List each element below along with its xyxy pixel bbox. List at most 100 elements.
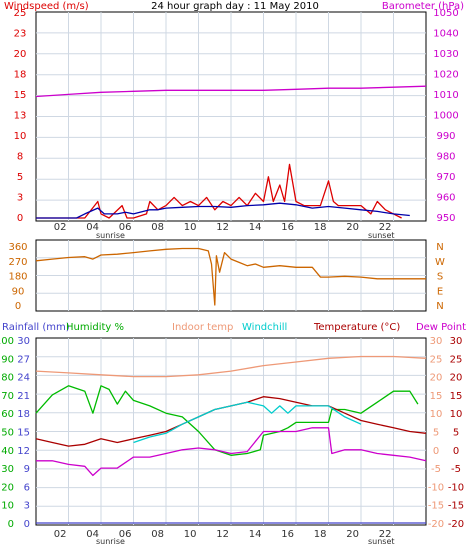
rainfall-tick-0: 30	[17, 336, 30, 347]
p1-xtick-20: 20	[346, 222, 359, 233]
temperature-tick-0: 30	[450, 336, 463, 347]
barometer-tick-1: 1040	[433, 29, 458, 40]
p1-xtick-06: 06	[119, 222, 132, 233]
sunrise-label-top: sunrise	[96, 231, 125, 240]
series-windchill	[133, 401, 362, 444]
barometer-tick-2: 1030	[433, 49, 458, 60]
indoor-temp-tick-6: 0	[433, 446, 439, 457]
temperature-tick-4: 10	[450, 409, 463, 420]
p3-xtick-08: 08	[151, 529, 164, 540]
windspeed-tick-8: 5	[17, 172, 23, 183]
temperature-axis-label: Temperature (°C)	[313, 322, 400, 333]
p1-xtick-16: 16	[281, 222, 294, 233]
windspeed-tick-5: 13	[14, 111, 27, 122]
windspeed-tick-6: 10	[14, 131, 27, 142]
humidity-tick-0: 100	[0, 336, 14, 347]
humidity-axis-label: Humidity %	[66, 322, 124, 333]
rainfall-tick-5: 15	[17, 428, 30, 439]
temperature-tick-1: 25	[450, 354, 463, 365]
temperature-tick-5: 5	[453, 428, 459, 439]
series-indoor-temp	[35, 355, 427, 378]
compass-tick-4: N	[436, 301, 443, 312]
series-humidity	[35, 385, 419, 456]
p1-xtick-12: 12	[216, 222, 229, 233]
humidity-tick-3: 70	[1, 391, 14, 402]
p1-xtick-02: 02	[54, 222, 67, 233]
windspeed-axis-label: Windspeed (m/s)	[4, 1, 89, 12]
temperature-tick-2: 20	[450, 373, 463, 384]
p3-xtick-22: 22	[379, 529, 392, 540]
p3-xtick-02: 02	[54, 529, 67, 540]
humidity-tick-1: 90	[1, 354, 14, 365]
humidity-tick-4: 60	[1, 409, 14, 420]
temperature-tick-9: -15	[448, 501, 464, 512]
direction-tick-0: 360	[8, 242, 27, 253]
windspeed-tick-3: 18	[14, 70, 27, 81]
humidity-tick-9: 10	[1, 501, 14, 512]
indoor-temp-tick-8: -10	[428, 482, 444, 493]
indoor-temp-tick-3: 15	[430, 391, 443, 402]
rainfall-tick-3: 21	[17, 391, 30, 402]
rainfall-tick-9: 3	[24, 501, 30, 512]
temperature-tick-8: -10	[448, 482, 464, 493]
temperature-tick-10: -20	[448, 519, 464, 530]
temperature-tick-3: 15	[450, 391, 463, 402]
barometer-tick-0: 1050	[433, 8, 458, 19]
p1-xtick-10: 10	[184, 222, 197, 233]
rainfall-tick-4: 18	[17, 409, 30, 420]
p3-xtick-16: 16	[281, 529, 294, 540]
rainfall-tick-10: 0	[24, 519, 30, 530]
direction-tick-2: 180	[8, 272, 27, 283]
indoor-temp-tick-1: 25	[430, 354, 443, 365]
p1-xtick-14: 14	[249, 222, 262, 233]
barometer-axis-label: Barometer (hPa)	[382, 1, 464, 12]
p1-xtick-08: 08	[151, 222, 164, 233]
p3-xtick-06: 06	[119, 529, 132, 540]
windspeed-tick-9: 3	[17, 193, 23, 204]
humidity-tick-8: 20	[1, 482, 14, 493]
barometer-tick-7: 980	[436, 152, 455, 163]
indoor-temp-tick-10: -20	[428, 519, 444, 530]
compass-tick-2: S	[437, 272, 443, 283]
p1-xtick-04: 04	[86, 222, 99, 233]
windspeed-tick-7: 8	[17, 152, 23, 163]
indoor-temp-tick-4: 10	[430, 409, 443, 420]
sunset-label-bottom: sunset	[368, 537, 395, 546]
compass-tick-0: N	[436, 242, 443, 253]
p3-xtick-14: 14	[249, 529, 262, 540]
p3-xtick-20: 20	[346, 529, 359, 540]
direction-tick-1: 270	[8, 257, 27, 268]
rainfall-tick-1: 27	[17, 354, 30, 365]
sunrise-label-bottom: sunrise	[96, 537, 125, 546]
indoor-temp-tick-2: 20	[430, 373, 443, 384]
indoor-temp-tick-9: -15	[428, 501, 444, 512]
humidity-tick-10: 0	[8, 519, 14, 530]
rainfall-tick-7: 9	[24, 464, 30, 475]
dewpoint-axis-label: Dew Point	[416, 322, 466, 333]
windspeed-tick-4: 15	[14, 90, 27, 101]
p1-xtick-18: 18	[314, 222, 327, 233]
rainfall-tick-8: 6	[24, 482, 30, 493]
compass-tick-1: W	[435, 257, 445, 268]
temperature-tick-6: 0	[453, 446, 459, 457]
rainfall-tick-6: 12	[17, 446, 30, 457]
p3-xtick-12: 12	[216, 529, 229, 540]
series-barometer-hpa	[35, 85, 427, 98]
windspeed-tick-10: 0	[17, 213, 23, 224]
barometer-tick-5: 1000	[433, 111, 458, 122]
indoor-temp-tick-7: -5	[431, 464, 441, 475]
windchill-label: Windchill	[242, 322, 287, 333]
p1-xtick-22: 22	[379, 222, 392, 233]
rainfall-axis-label: Rainfall (mm)	[2, 322, 70, 333]
direction-tick-3: 90	[12, 286, 25, 297]
barometer-tick-8: 970	[436, 172, 455, 183]
barometer-tick-4: 1010	[433, 90, 458, 101]
p3-xtick-10: 10	[184, 529, 197, 540]
humidity-tick-5: 50	[1, 428, 14, 439]
direction-tick-4: 0	[15, 301, 21, 312]
temperature-tick-7: -5	[451, 464, 461, 475]
barometer-tick-3: 1020	[433, 70, 458, 81]
